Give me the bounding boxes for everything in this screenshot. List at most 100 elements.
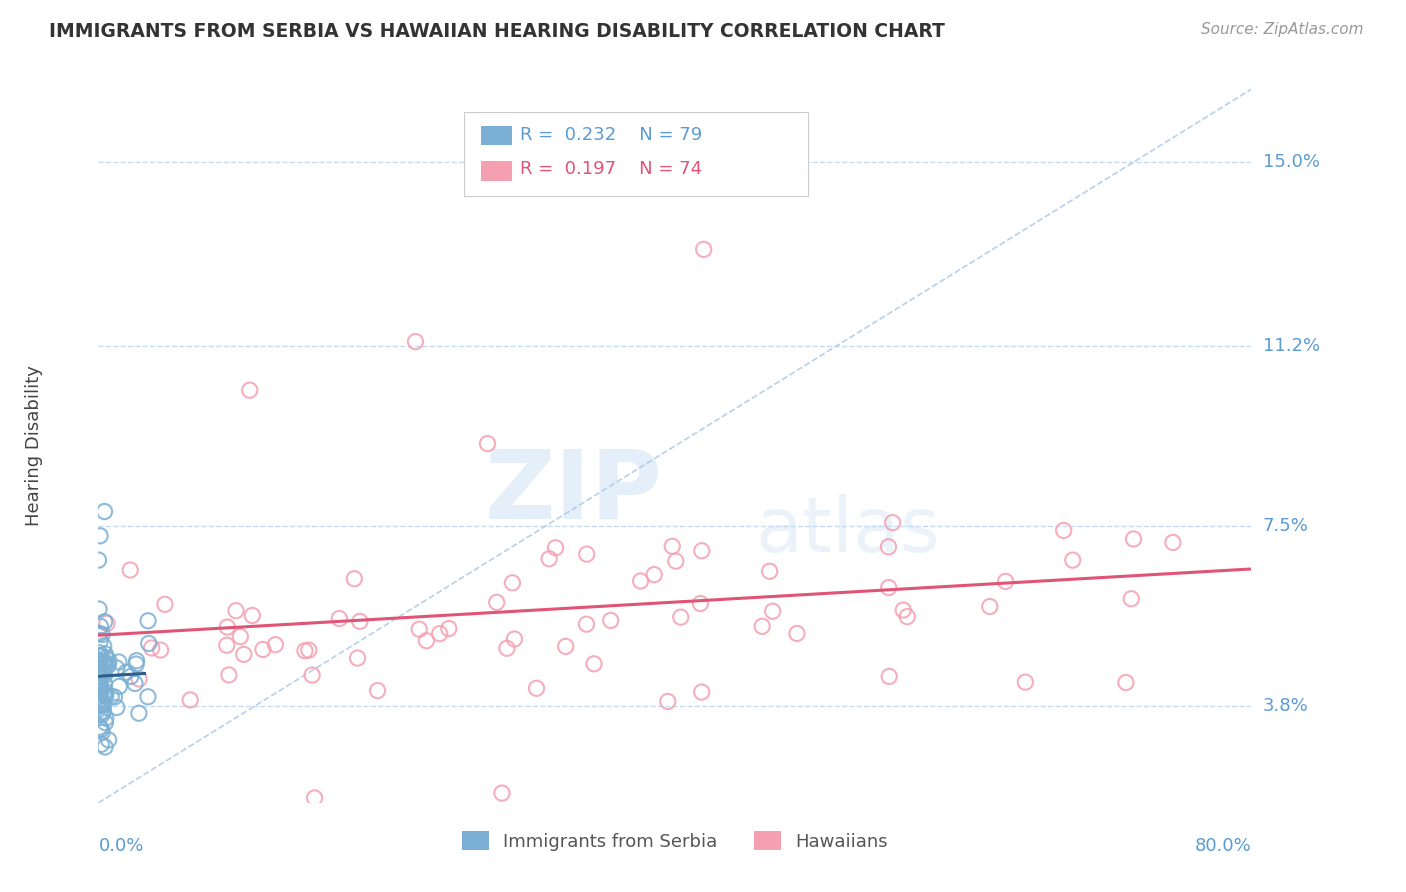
Text: 3.8%: 3.8% [1263,697,1309,714]
Point [877,581,900,595]
Point [179,693,201,707]
Point [120,669,142,683]
Point [758,564,780,578]
Point [94,647,117,661]
Text: Hearing Disability: Hearing Disability [24,366,42,526]
Point [657,694,679,708]
Point [477,436,499,450]
Point [877,669,900,683]
Point [240,608,263,623]
Point [89,656,111,670]
Point [125,654,148,668]
Point [1121,591,1143,606]
Point [346,651,368,665]
Point [87,679,110,693]
Text: ZIP: ZIP [485,446,664,539]
Point [349,615,371,629]
Point [689,597,711,611]
Point [298,643,321,657]
Point [405,334,427,349]
Point [891,603,914,617]
Point [582,657,605,671]
Point [108,680,131,694]
Point [89,680,111,694]
Text: 11.2%: 11.2% [1263,337,1320,356]
Point [89,648,111,663]
Point [294,644,316,658]
Point [91,665,114,680]
Point [994,574,1017,589]
Point [125,657,148,671]
Point [89,661,111,675]
Point [437,622,460,636]
Point [526,681,548,696]
Point [87,695,110,709]
Point [485,595,508,609]
Point [90,723,112,737]
Point [90,737,112,751]
Point [136,690,159,704]
Point [89,662,111,676]
Point [89,655,111,669]
Point [128,672,150,686]
Point [87,689,110,703]
Point [232,648,254,662]
Point [87,657,110,671]
Point [90,697,112,711]
Point [94,687,117,701]
Point [575,617,598,632]
Point [90,695,112,709]
Text: 0.0%: 0.0% [98,837,143,855]
Point [103,690,125,704]
Text: atlas: atlas [755,494,941,568]
Point [786,626,808,640]
Point [328,611,350,625]
Point [1115,675,1137,690]
Point [882,516,904,530]
Point [762,604,785,618]
Point [105,661,128,675]
Point [599,614,621,628]
Point [554,640,576,654]
Point [128,706,150,721]
Point [89,720,111,734]
Point [301,668,323,682]
Point [217,620,239,634]
Point [89,529,111,543]
Point [97,654,120,668]
Point [93,639,115,653]
Point [93,615,115,629]
Point [105,700,128,714]
Point [304,791,326,805]
Point [87,602,110,616]
Point [661,539,683,553]
Point [93,704,115,718]
Point [690,543,713,558]
Point [89,684,111,698]
Point [91,707,114,722]
Point [89,706,111,721]
Text: IMMIGRANTS FROM SERBIA VS HAWAIIAN HEARING DISABILITY CORRELATION CHART: IMMIGRANTS FROM SERBIA VS HAWAIIAN HEARI… [49,22,945,41]
Point [491,786,513,800]
Point [90,671,112,685]
Point [215,638,238,652]
Point [153,597,176,611]
Point [665,554,688,568]
Point [252,642,274,657]
Point [94,715,117,730]
Point [94,655,117,669]
Point [89,681,111,695]
Point [501,575,523,590]
Point [751,619,773,633]
Point [979,599,1001,614]
Point [136,614,159,628]
Text: R =  0.197    N = 74: R = 0.197 N = 74 [520,161,703,178]
Point [544,541,567,555]
Point [1062,553,1084,567]
Text: R =  0.232    N = 79: R = 0.232 N = 79 [520,126,703,144]
Point [93,660,115,674]
Point [93,669,115,683]
Point [89,692,111,706]
Point [264,638,287,652]
Point [115,665,138,680]
